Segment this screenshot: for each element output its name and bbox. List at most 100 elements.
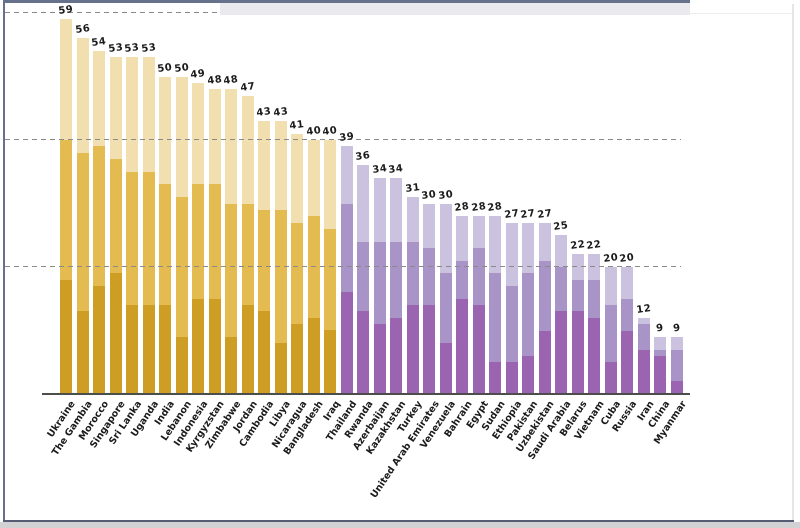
bar-segment-light: [76, 38, 89, 153]
bar: [456, 216, 469, 394]
bar-segment-medium: [126, 171, 139, 306]
bar: [274, 120, 287, 394]
bar: [637, 317, 650, 394]
bar: [489, 216, 502, 394]
bar-segment-dark: [555, 311, 568, 394]
bar-segment-light: [472, 216, 485, 248]
bar-segment-medium: [109, 159, 122, 274]
bar-segment-light: [654, 336, 667, 350]
bar-segment-dark: [291, 324, 304, 394]
bar-segment-dark: [307, 317, 320, 394]
bar-segment-medium: [192, 184, 205, 299]
bar-segment-dark: [505, 362, 518, 394]
bar-segment-dark: [241, 305, 254, 394]
bar-value-label: 59: [57, 4, 75, 18]
bar: [225, 89, 238, 394]
bar-value-label: 22: [586, 239, 603, 253]
bar: [340, 146, 353, 394]
bar: [60, 19, 72, 394]
bar-segment-dark: [357, 311, 370, 394]
bar-segment-light: [522, 222, 535, 274]
bar-segment-dark: [538, 330, 551, 394]
bar: [324, 140, 337, 394]
faint-right-border: [792, 4, 794, 520]
bar: [258, 120, 271, 394]
bar-segment-light: [670, 336, 683, 350]
bar-segment-light: [175, 76, 188, 198]
bar: [291, 133, 304, 394]
bar-segment-medium: [604, 305, 617, 363]
bar: [588, 254, 601, 394]
bar-segment-light: [555, 235, 568, 267]
bar-segment-medium: [76, 152, 89, 312]
bar: [555, 235, 568, 394]
bar-segment-medium: [274, 209, 287, 344]
bar-segment-dark: [621, 330, 634, 394]
bar: [472, 216, 485, 394]
bar-segment-light: [621, 267, 634, 299]
bar-segment-dark: [60, 279, 72, 394]
bar-segment-light: [126, 57, 139, 172]
bar-segment-dark: [588, 317, 601, 394]
bar-segment-dark: [439, 343, 452, 394]
bar-segment-medium: [423, 247, 436, 306]
bar-segment-medium: [588, 279, 601, 318]
bar-segment-medium: [522, 273, 535, 356]
bar-segment-dark: [472, 305, 485, 394]
bar-segment-medium: [555, 267, 568, 312]
bar-segment-medium: [654, 349, 667, 356]
window-left-border: [3, 0, 5, 521]
bar: [241, 95, 254, 394]
bar-segment-light: [307, 140, 320, 217]
bar-segment-dark: [258, 311, 271, 394]
bar-segment-dark: [390, 317, 403, 394]
bar-segment-light: [357, 165, 370, 242]
bar-segment-dark: [604, 362, 617, 394]
bar-segment-light: [571, 254, 584, 280]
bar-segment-medium: [571, 279, 584, 312]
bar: [604, 267, 617, 394]
bar-segment-medium: [159, 184, 172, 306]
bar-segment-medium: [373, 241, 386, 325]
bar-segment-light: [159, 76, 172, 185]
bar-value-label: 53: [140, 42, 157, 56]
bar-segment-dark: [109, 273, 122, 394]
bar: [142, 57, 155, 394]
bar: [522, 222, 535, 394]
bar-segment-medium: [225, 203, 238, 337]
top-gray-band: [220, 3, 690, 15]
bar-segment-medium: [505, 286, 518, 363]
bar-segment-dark: [340, 292, 353, 394]
bar-segment-medium: [406, 241, 419, 306]
bar-segment-medium: [637, 324, 650, 350]
bar: [390, 178, 403, 394]
bar-value-label: 56: [74, 23, 91, 37]
bar-segment-dark: [373, 324, 386, 394]
bar-segment-dark: [225, 336, 238, 394]
bar-segment-light: [439, 203, 452, 274]
bar-value-label: 20: [619, 252, 636, 265]
bar: [406, 197, 419, 394]
bar: [423, 203, 436, 395]
bar-segment-dark: [192, 298, 205, 394]
bar: [159, 76, 172, 395]
bar-segment-light: [208, 89, 221, 185]
bar-segment-light: [109, 57, 122, 160]
bar-segment-light: [258, 120, 271, 210]
bar-segment-light: [604, 267, 617, 306]
bar-segment-dark: [93, 286, 106, 394]
bar-segment-dark: [274, 343, 287, 394]
bar-segment-medium: [439, 273, 452, 344]
bar: [439, 203, 452, 395]
bar-segment-medium: [60, 140, 72, 280]
bar-segment-medium: [621, 298, 634, 331]
bar-segment-dark: [126, 305, 139, 394]
bar-segment-dark: [571, 311, 584, 394]
x-axis-line: [42, 393, 690, 395]
bar-segment-medium: [291, 222, 304, 325]
bar-segment-light: [93, 51, 106, 147]
bar: [126, 57, 139, 394]
bar-segment-dark: [175, 336, 188, 394]
bar: [76, 38, 89, 394]
window-top-border: [3, 0, 690, 3]
